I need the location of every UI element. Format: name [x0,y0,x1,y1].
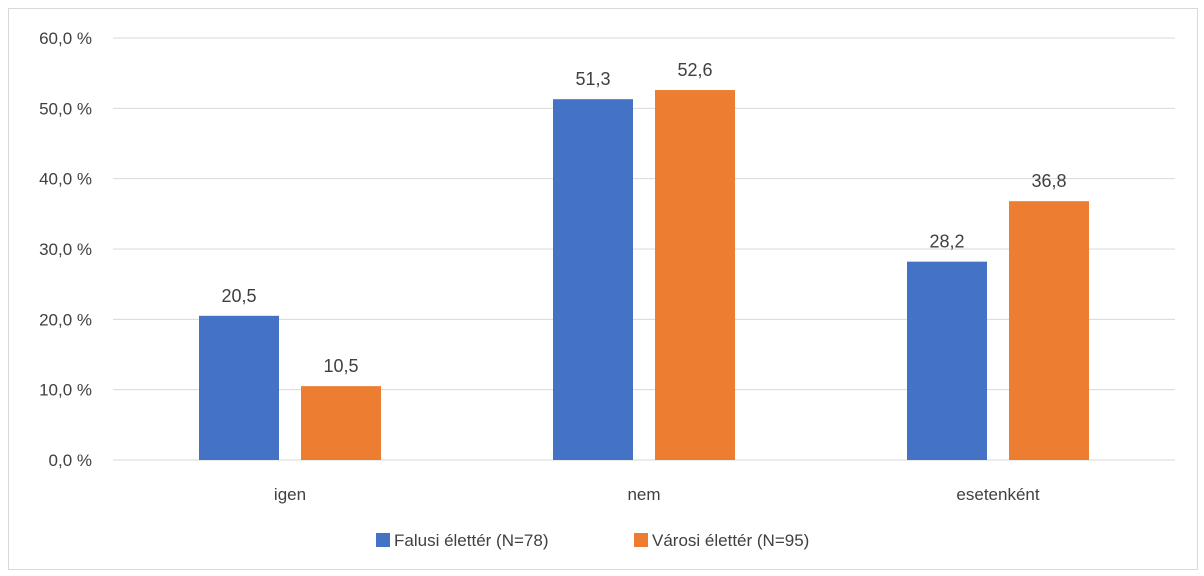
y-tick-label: 40,0 % [39,170,92,189]
y-tick-label: 50,0 % [39,99,92,118]
x-tick-label: igen [274,485,306,504]
y-axis-ticks: 0,0 % 10,0 % 20,0 % 30,0 % 40,0 % 50,0 % 60,0 … [39,29,92,470]
bar-igen-1 [301,386,381,460]
gridlines [113,37,1175,461]
data-label: 52,6 [677,60,712,80]
data-label: 51,3 [575,69,610,89]
data-label: 36,8 [1031,171,1066,191]
x-tick-label: nem [627,485,660,504]
bars [199,90,1089,461]
y-tick-label: 30,0 % [39,240,92,259]
data-labels: 20,5 10,5 51,3 52,6 28,2 36,8 [221,60,1066,376]
legend-label: Városi élettér (N=95) [652,531,809,550]
y-tick-label: 10,0 % [39,381,92,400]
legend-label: Falusi élettér (N=78) [394,531,548,550]
bar-esetenként-1 [1009,201,1089,460]
data-label: 28,2 [929,232,964,252]
legend-swatch [634,533,648,547]
bar-nem-0 [553,99,633,460]
bar-nem-1 [655,90,735,461]
y-tick-label: 60,0 % [39,29,92,48]
x-tick-label: esetenként [956,485,1039,504]
bar-esetenként-0 [907,261,987,460]
x-axis-ticks: igen nem esetenként [274,485,1040,504]
y-tick-label: 0,0 % [49,451,92,470]
legend: Falusi élettér (N=78) Városi élettér (N=9… [376,531,809,550]
legend-swatch [376,533,390,547]
y-tick-label: 20,0 % [39,310,92,329]
bar-igen-0 [199,315,279,460]
data-label: 20,5 [221,286,256,306]
data-label: 10,5 [323,356,358,376]
